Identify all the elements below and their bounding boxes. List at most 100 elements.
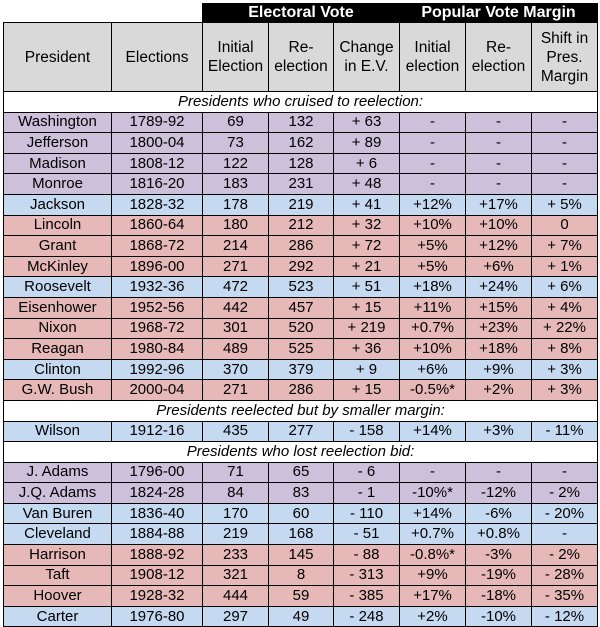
col-header-reelection-margin: Re-election	[465, 22, 533, 92]
cell-president: Reagan	[3, 338, 112, 360]
cell-shift-margin: - 2%	[531, 482, 599, 504]
section-title: Presidents reelected but by smaller marg…	[2, 399, 599, 422]
cell-elections: 1828-32	[111, 193, 203, 216]
cell-elections: 1980-84	[111, 338, 203, 360]
cell-change-ev: + 21	[332, 255, 401, 278]
cell-reelection-ev: 60	[268, 502, 334, 525]
cell-initial-ev: 219	[202, 523, 269, 546]
table-row: McKinley 1896-00 271 292 + 21 +5% +6% + 1%	[3, 255, 599, 278]
section-header-row: Presidents reelected but by smaller marg…	[2, 399, 599, 422]
cell-reelection-ev: 523	[268, 276, 334, 298]
cell-change-ev: + 41	[332, 193, 401, 216]
cell-reelection-ev: 277	[268, 420, 334, 443]
cell-initial-margin: -	[399, 461, 467, 484]
cell-shift-margin: -	[531, 523, 599, 546]
cell-initial-ev: 178	[202, 193, 269, 216]
cell-president: Washington	[3, 111, 112, 134]
cell-initial-margin: +17%	[399, 585, 467, 607]
cell-initial-ev: 233	[202, 544, 269, 566]
super-header-blank	[3, 3, 203, 23]
col-header-initial-margin: Initial election	[399, 22, 467, 92]
cell-president: Nixon	[3, 317, 112, 340]
cell-change-ev: - 110	[332, 502, 401, 525]
cell-initial-margin: +14%	[399, 502, 467, 525]
cell-elections: 1992-96	[111, 358, 203, 381]
section-title: Presidents who lost reelection bid:	[2, 441, 599, 463]
cell-change-ev: + 15	[332, 296, 401, 319]
section-header-row: Presidents who cruised to reelection:	[2, 91, 599, 113]
cell-change-ev: + 15	[332, 379, 401, 401]
cell-shift-margin: + 6%	[531, 276, 599, 298]
cell-shift-margin: + 5%	[531, 193, 599, 216]
table-row: Washington 1789-92 69 132 + 63- - -	[3, 111, 599, 134]
cell-president: Van Buren	[3, 502, 112, 525]
cell-initial-ev: 489	[202, 338, 269, 360]
cell-shift-margin: -	[531, 111, 599, 134]
cell-elections: 1816-20	[111, 173, 203, 195]
cell-initial-margin: -	[399, 152, 467, 175]
cell-initial-margin: +12%	[399, 193, 467, 216]
table-row: G.W. Bush 2000-04 271 286 + 15 -0.5%* +2% + 3%	[3, 379, 599, 401]
cell-reelection-margin: -	[465, 173, 533, 195]
table-row: Jefferson 1800-04 73 162 + 89- - -	[3, 132, 599, 154]
section-title: Presidents who cruised to reelection:	[2, 91, 599, 113]
table-row: Wilson 1912-16 435 277- 158 +14% +3% - 11%	[3, 420, 599, 443]
cell-initial-ev: 442	[202, 296, 269, 319]
cell-change-ev: - 6	[332, 461, 401, 484]
cell-shift-margin: - 35%	[531, 585, 599, 607]
cell-shift-margin: + 8%	[531, 338, 599, 360]
col-header-president: President	[3, 22, 112, 92]
cell-president: G.W. Bush	[3, 379, 112, 401]
electoral-vote-header: Electoral Vote	[201, 3, 401, 23]
cell-elections: 1808-12	[111, 152, 203, 175]
cell-reelection-ev: 219	[268, 193, 334, 216]
cell-initial-margin: -	[399, 132, 467, 154]
table-row: Monroe 1816-20 183 231 + 48- - -	[3, 173, 599, 195]
cell-president: Taft	[3, 564, 112, 587]
cell-reelection-margin: +3%	[465, 420, 533, 443]
cell-initial-margin: -10%*	[399, 482, 467, 504]
cell-initial-margin: +10%	[399, 338, 467, 360]
cell-shift-margin: - 20%	[531, 502, 599, 525]
cell-president: Harrison	[3, 544, 112, 566]
cell-president: Roosevelt	[3, 276, 112, 298]
cell-initial-margin: +0.7%	[399, 317, 467, 340]
table-row: Hoover 1928-32 444 59- 385 +17% -18% - 35%	[3, 585, 599, 607]
cell-reelection-ev: 457	[268, 296, 334, 319]
cell-elections: 1952-56	[111, 296, 203, 319]
cell-reelection-margin: +17%	[465, 193, 533, 216]
cell-shift-margin: + 1%	[531, 255, 599, 278]
col-header-elections: Elections	[111, 22, 203, 92]
cell-president: Lincoln	[3, 214, 112, 237]
cell-reelection-margin: +23%	[465, 317, 533, 340]
cell-reelection-ev: 212	[268, 214, 334, 237]
cell-change-ev: + 72	[332, 235, 401, 257]
cell-initial-margin: -	[399, 173, 467, 195]
table-row: J. Adams 1796-00 71 65- 6---	[3, 461, 599, 484]
table-row: Taft 1908-12 321 8- 313 +9% -19% - 28%	[3, 564, 599, 587]
cell-reelection-ev: 145	[268, 544, 334, 566]
cell-change-ev: + 89	[332, 132, 401, 154]
cell-change-ev: - 88	[332, 544, 401, 566]
cell-shift-margin: -	[531, 173, 599, 195]
cell-elections: 1968-72	[111, 317, 203, 340]
table-row: Lincoln 1860-64 180 212 + 32 +10% +10% 0	[3, 214, 599, 237]
cell-initial-margin: +6%	[399, 358, 467, 381]
presidents-electoral-table: Electoral Vote Popular Vote Margin Presi…	[2, 3, 599, 627]
cell-shift-margin: -	[531, 461, 599, 484]
cell-president: Jackson	[3, 193, 112, 216]
table-row: Jackson 1828-32 178 219 + 41 +12% +17% + 5%	[3, 193, 599, 216]
col-header-initial-election: Initial Election	[202, 22, 269, 92]
cell-initial-ev: 444	[202, 585, 269, 607]
cell-initial-ev: 321	[202, 564, 269, 587]
cell-reelection-margin: +24%	[465, 276, 533, 298]
cell-change-ev: - 313	[332, 564, 401, 587]
table-body: Presidents who cruised to reelection: Was…	[2, 91, 599, 627]
cell-shift-margin: 0	[531, 214, 599, 237]
popular-vote-margin-header: Popular Vote Margin	[399, 3, 599, 23]
cell-initial-ev: 271	[202, 255, 269, 278]
col-header-shift-margin: Shift in Pres. Margin	[531, 22, 599, 92]
cell-change-ev: - 248	[332, 605, 401, 627]
cell-reelection-ev: 520	[268, 317, 334, 340]
cell-president: Cleveland	[3, 523, 112, 546]
